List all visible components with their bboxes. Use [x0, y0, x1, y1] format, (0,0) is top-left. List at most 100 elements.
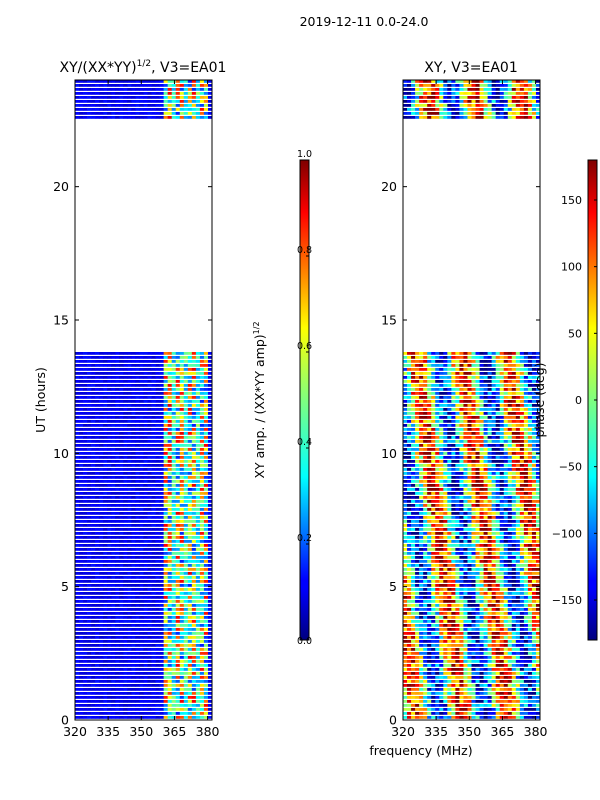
heatmap-cell: [491, 560, 496, 563]
heatmap-cell: [419, 632, 424, 635]
heatmap-cell: [195, 92, 201, 95]
heatmap-cell: [83, 412, 88, 415]
heatmap-cell: [443, 588, 448, 591]
heatmap-cell: [463, 556, 468, 559]
heatmap-cell: [187, 536, 193, 539]
heatmap-cell: [527, 672, 533, 675]
heatmap-cell: [447, 672, 452, 675]
heatmap-cell: [75, 536, 80, 539]
heatmap-cell: [131, 600, 136, 603]
heatmap-cell: [183, 424, 189, 427]
heatmap-cell: [175, 552, 181, 555]
heatmap-cell: [111, 88, 116, 91]
heatmap-cell: [207, 516, 212, 519]
heatmap-cell: [515, 716, 521, 719]
heatmap-cell: [419, 576, 424, 579]
heatmap-cell: [127, 580, 132, 583]
heatmap-cell: [179, 580, 185, 583]
heatmap-cell: [115, 556, 120, 559]
heatmap-cell: [195, 496, 201, 499]
heatmap-cell: [483, 564, 488, 567]
heatmap-cell: [407, 552, 412, 555]
heatmap-cell: [415, 560, 420, 563]
heatmap-cell: [75, 80, 80, 83]
heatmap-cell: [179, 692, 185, 695]
heatmap-cell: [135, 108, 140, 111]
heatmap-cell: [199, 564, 205, 567]
heatmap-cell: [99, 100, 104, 103]
heatmap-cell: [83, 668, 88, 671]
heatmap-cell: [155, 616, 160, 619]
heatmap-cell: [159, 544, 164, 547]
heatmap-cell: [175, 476, 181, 479]
heatmap-cell: [115, 616, 120, 619]
heatmap-cell: [87, 636, 92, 639]
heatmap-cell: [135, 524, 140, 527]
heatmap-cell: [163, 368, 168, 371]
heatmap-cell: [447, 556, 452, 559]
heatmap-cell: [79, 716, 84, 719]
heatmap-cell: [79, 468, 84, 471]
heatmap-cell: [127, 96, 132, 99]
heatmap-cell: [103, 560, 108, 563]
heatmap-cell: [91, 532, 96, 535]
heatmap-cell: [415, 572, 420, 575]
heatmap-cell: [443, 712, 448, 715]
heatmap-cell: [115, 356, 120, 359]
heatmap-cell: [515, 592, 521, 595]
heatmap-cell: [135, 96, 140, 99]
heatmap-cell: [195, 480, 201, 483]
heatmap-cell: [83, 644, 88, 647]
heatmap-cell: [143, 600, 148, 603]
heatmap-cell: [459, 712, 464, 715]
heatmap-cell: [159, 552, 164, 555]
heatmap-cell: [515, 560, 521, 563]
heatmap-cell: [203, 416, 209, 419]
heatmap-cell: [175, 448, 181, 451]
heatmap-cell: [431, 708, 436, 711]
heatmap-cell: [195, 628, 201, 631]
heatmap-cell: [415, 680, 420, 683]
heatmap-cell: [439, 664, 444, 667]
heatmap-cell: [107, 456, 112, 459]
heatmap-cell: [191, 628, 197, 631]
heatmap-cell: [479, 564, 484, 567]
heatmap-cell: [147, 620, 152, 623]
heatmap-cell: [119, 548, 124, 551]
heatmap-cell: [439, 588, 444, 591]
heatmap-cell: [423, 608, 428, 611]
heatmap-cell: [167, 112, 173, 115]
heatmap-cell: [535, 628, 540, 631]
heatmap-cell: [475, 556, 480, 559]
heatmap-cell: [183, 704, 189, 707]
heatmap-cell: [87, 104, 92, 107]
heatmap-cell: [139, 616, 144, 619]
heatmap-cell: [87, 356, 92, 359]
heatmap-cell: [451, 608, 456, 611]
heatmap-cell: [139, 656, 144, 659]
heatmap-cell: [123, 92, 128, 95]
heatmap-cell: [171, 652, 177, 655]
heatmap-cell: [123, 596, 128, 599]
heatmap-cell: [87, 392, 92, 395]
heatmap-cell: [479, 708, 484, 711]
heatmap-cell: [503, 640, 509, 643]
heatmap-cell: [115, 516, 120, 519]
heatmap-cell: [431, 576, 436, 579]
heatmap-cell: [187, 108, 193, 111]
heatmap-cell: [167, 696, 173, 699]
heatmap-cell: [91, 108, 96, 111]
heatmap-cell: [435, 556, 440, 559]
heatmap-cell: [151, 628, 156, 631]
heatmap-cell: [115, 520, 120, 523]
heatmap-cell: [203, 544, 209, 547]
heatmap-cell: [439, 544, 444, 547]
heatmap-cell: [171, 576, 177, 579]
heatmap-cell: [143, 388, 148, 391]
heatmap-cell: [107, 628, 112, 631]
heatmap-cell: [183, 116, 189, 119]
heatmap-cell: [99, 512, 104, 515]
heatmap-cell: [471, 652, 476, 655]
heatmap-cell: [203, 672, 209, 675]
heatmap-cell: [159, 100, 164, 103]
